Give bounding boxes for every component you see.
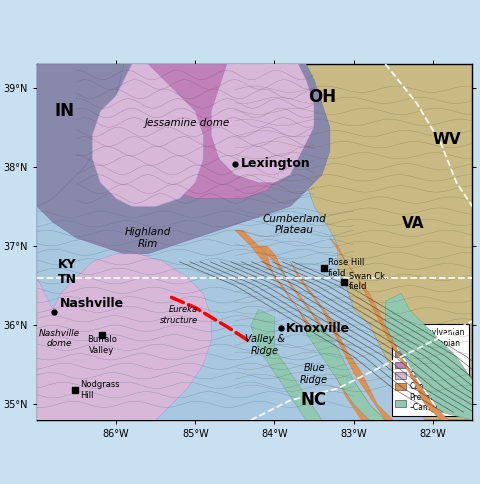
Text: KY: KY [58, 258, 76, 272]
Polygon shape [259, 246, 385, 420]
Text: Swan Ck.
field: Swan Ck. field [349, 272, 387, 291]
Legend: Pennsylvanian, Mississippian, Devonian, Silurian, Ordovician, Cambrian, Precambr: Pennsylvanian, Mississippian, Devonian, … [392, 324, 468, 416]
Polygon shape [93, 64, 314, 206]
Polygon shape [330, 238, 449, 420]
Text: Valley &
Ridge: Valley & Ridge [245, 334, 285, 356]
Text: NC: NC [301, 391, 327, 409]
Text: TN: TN [58, 273, 77, 287]
Polygon shape [93, 64, 203, 206]
Text: Nashville: Nashville [60, 297, 124, 310]
Text: Jessamine dome: Jessamine dome [145, 118, 230, 128]
Text: Rose Hill
field: Rose Hill field [328, 258, 365, 278]
Polygon shape [37, 64, 425, 420]
Text: Nashville
dome: Nashville dome [38, 329, 80, 348]
Text: Blue
Ridge: Blue Ridge [300, 363, 328, 385]
Text: Cumberland
Plateau: Cumberland Plateau [263, 214, 326, 235]
Text: VA: VA [402, 216, 424, 231]
Text: Lexington: Lexington [240, 157, 310, 170]
Polygon shape [290, 262, 393, 420]
Polygon shape [227, 64, 472, 420]
Polygon shape [37, 254, 211, 420]
Text: Nodgrass
Hill: Nodgrass Hill [80, 380, 120, 400]
Polygon shape [385, 293, 472, 420]
Text: Buffalo
Valley: Buffalo Valley [87, 335, 117, 355]
Polygon shape [235, 230, 370, 420]
Text: Knoxville: Knoxville [287, 322, 350, 335]
Polygon shape [37, 64, 124, 206]
Text: OH: OH [308, 88, 336, 106]
Text: IN: IN [55, 103, 75, 121]
Text: WV: WV [432, 132, 461, 147]
Text: Eureka
structure: Eureka structure [159, 305, 198, 325]
Polygon shape [124, 64, 314, 198]
Text: Highland
Rim: Highland Rim [125, 227, 171, 249]
Polygon shape [37, 64, 330, 254]
Polygon shape [306, 325, 385, 420]
Polygon shape [251, 309, 322, 420]
